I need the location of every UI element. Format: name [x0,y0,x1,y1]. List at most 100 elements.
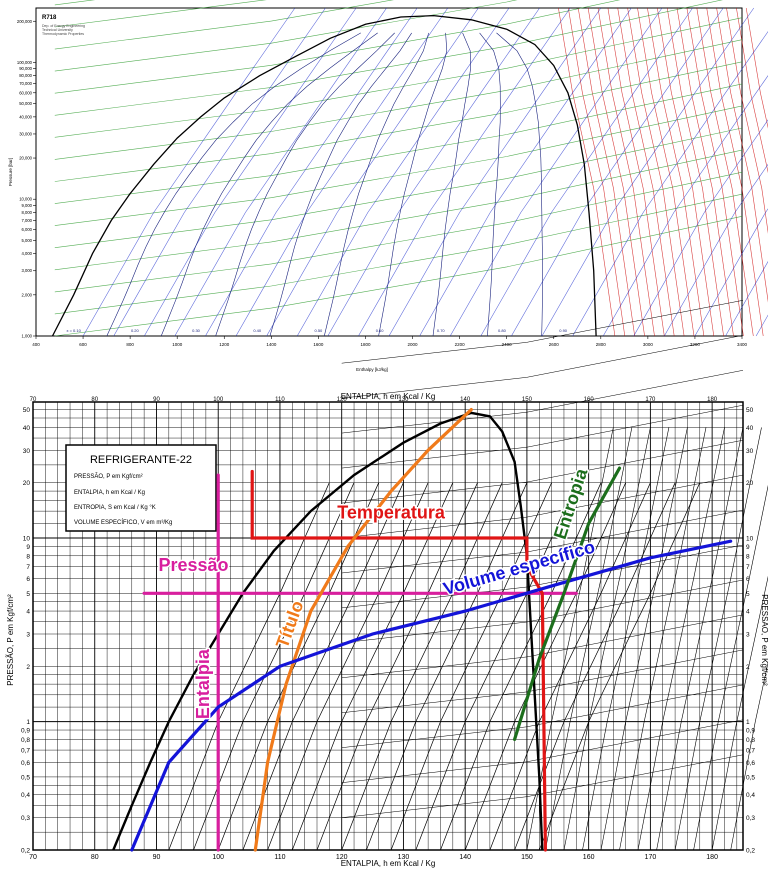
temperature-isoline [341,579,744,644]
y-tick-label: 0,5 [21,774,30,781]
y-tick-label-right: 10 [746,535,754,542]
saturation-dome [112,411,544,851]
x-tick-label-top: 170 [645,397,656,403]
y-tick-label: 4,000 [22,251,33,256]
y-tick-label: 50,000 [19,101,32,106]
x-tick-label: 170 [645,854,657,861]
entropy-isoline [674,427,762,851]
x-tick-labels-top: 70 80 90 100 110 120 130 140 150 160 170 180 [30,397,718,403]
y-tick-label: 30 [23,448,31,455]
x-tick-label: 3400 [737,342,748,347]
y-tick-label: 10,000 [19,197,32,202]
entropy-isoline [54,17,743,138]
quality-isoline [479,32,501,337]
y-tick-label-right: 0,4 [746,792,755,799]
entropy-isoline [54,0,518,72]
y-tick-label: 4 [26,609,30,616]
entropy-isoline [54,39,743,160]
annotation-label-temperatura: Temperatura [337,502,446,522]
temperature-isoline [341,335,744,399]
x-tick-label: 80 [91,854,99,861]
temperature-isoline [341,614,744,679]
x-tick-label: 150 [521,854,533,861]
y-tick-label: 40,000 [19,114,32,119]
volume-isoline [415,482,577,851]
x-tick-labels: 70 80 90 100 110 120 130 140 150 160 170 180 [29,854,718,861]
y-tick-label: 0,3 [21,815,30,822]
entropy-isoline [54,0,394,50]
volume-isoline [489,482,651,851]
volume-isoline [419,7,632,337]
y-tick-label: 1,000 [22,334,33,339]
quality-label: 0.40 [253,328,262,333]
quality-label: 0.20 [131,328,140,333]
saturation-curve [51,14,597,337]
annotation-line-t-tulo [253,408,473,852]
temperature-isoline [341,404,744,469]
entropy-isoline [619,427,707,851]
volume-isoline [572,31,768,337]
quality-isoline [324,32,429,337]
chart-r718-xlabel: Enthalpy [kJ/kg] [356,367,388,372]
legend-box: REFRIGERANTE-22 PRESSÃO, P em Kgf/cm² EN… [65,444,217,532]
quality-isolines [106,32,543,337]
entropy-isolines [54,0,743,337]
temperature-isoline [666,7,724,337]
y-tick-label: 70,000 [19,81,32,86]
y-tick-label: 200,000 [17,19,33,24]
legend-box-frame [65,444,217,532]
x-tick-label: 3000 [643,342,654,347]
temperature-isoline [676,7,734,337]
temperature-isoline [726,7,768,234]
temperature-isoline [627,7,685,337]
x-tick-label: 160 [583,854,595,861]
chart-r22: 70 80 90 100 110 120 130 140 150 160 170 180 70 80 90… [6,300,768,868]
y-tick-label-right: 5 [746,591,750,598]
y-tick-label: 9,000 [22,203,33,208]
y-tick-label-right: 1 [746,719,750,726]
entropy-isoline [711,575,768,851]
temperature-isoline [716,7,768,303]
x-tick-label: 800 [126,342,134,347]
annotation-line-entropia [513,466,622,741]
annotation-lines [130,408,733,852]
y-tick-label: 30,000 [19,131,32,136]
entropy-isoline [54,216,743,337]
entropy-isoline [730,661,768,851]
y-tick-label: 40 [23,425,31,432]
y-tick-label-right: 0,2 [746,848,755,855]
x-tick-label: 1600 [313,342,324,347]
y-tick-label: 7 [26,564,30,571]
y-tick-labels-right: 0,2 0,3 0,4 0,5 0,6 0,7 0,8 0,9 1 2 3 4 5 6 7 8 9 10 20 30 4… [746,407,755,854]
quality-label: 0.50 [315,328,324,333]
y-tick-label: 80,000 [19,73,32,78]
x-tick-label: 180 [706,854,718,861]
x-tick-label: 120 [336,854,348,861]
quality-label: 0.30 [192,328,201,333]
y-tick-label: 50 [23,407,31,414]
y-tick-label: 10 [23,535,31,542]
entropy-isoline [54,0,96,6]
saturation-curve [112,411,544,851]
y-tick-label-right: 6 [746,576,750,583]
volume-isoline [449,7,663,337]
entropy-isoline [54,193,743,315]
y-tick-label-right: 50 [746,407,754,414]
temperature-isoline [558,7,616,337]
volume-isoline [480,7,693,337]
legend-line-1: PRESSÃO, P em Kgf/cm² [74,473,143,480]
y-tick-label: 0,6 [21,760,30,767]
quality-label: 0.70 [437,328,446,333]
x-tick-label: 70 [29,854,37,861]
temperature-isoline [341,684,744,748]
entropy-isoline [54,127,743,248]
quality-label: 0.90 [559,328,568,333]
chart-r718-ylabel: Pressure [bar] [8,158,13,186]
x-tick-label: 140 [459,854,471,861]
quality-isoline [269,32,412,337]
y-tick-label: 0,8 [21,737,30,744]
temperature-isoline [617,7,675,337]
y-tick-label-right: 0,3 [746,815,755,822]
x-tick-label-top: 90 [153,397,160,403]
